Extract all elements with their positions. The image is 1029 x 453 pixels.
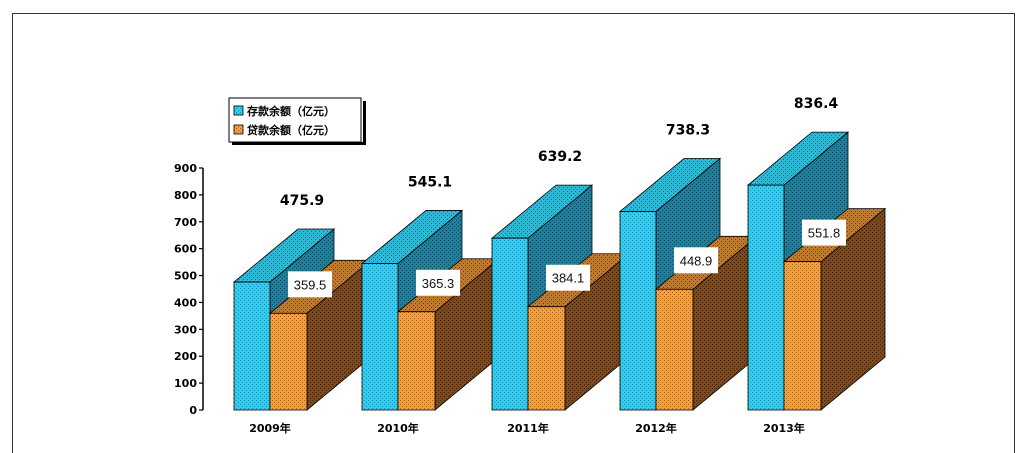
data-label-loan-box	[802, 219, 846, 246]
x-tick-label: 2013年	[763, 421, 805, 435]
data-label-deposit: 475.9	[280, 193, 324, 209]
data-label-loan: 551.8	[808, 226, 841, 241]
bar-loan-2-front	[527, 306, 566, 411]
data-label-loan: 448.9	[680, 253, 713, 268]
bar-deposit-1-front	[361, 263, 399, 411]
y-tick-label: 600	[174, 243, 197, 256]
bar-loan-3-front	[655, 288, 694, 411]
data-label-deposit: 545.1	[408, 174, 452, 190]
data-label-loan: 365.3	[422, 276, 455, 291]
data-label-loan-box	[546, 264, 590, 291]
bar-deposit-3-front	[619, 211, 657, 411]
legend-label-loan: 贷款余额（亿元）	[247, 123, 335, 137]
data-label-loan: 359.5	[294, 277, 327, 292]
y-tick-label: 0	[189, 404, 197, 417]
legend: 存款余额（亿元） 贷款余额（亿元）	[228, 97, 366, 145]
x-tick-label: 2009年	[249, 421, 291, 435]
legend-label-deposit: 存款余额（亿元）	[247, 104, 335, 118]
y-tick-label: 500	[174, 270, 197, 283]
y-tick-label: 700	[174, 216, 197, 229]
data-label-loan-box	[288, 271, 332, 298]
bars	[232, 131, 887, 411]
x-tick-label: 2011年	[507, 421, 549, 435]
data-label-loan: 384.1	[552, 271, 585, 286]
legend-swatch-deposit	[233, 105, 244, 116]
y-tick-label: 900	[174, 162, 197, 175]
y-tick-label: 100	[174, 377, 197, 390]
bar-deposit-0-front	[233, 281, 271, 411]
legend-swatch-loan	[233, 124, 244, 135]
x-tick-label: 2010年	[377, 421, 419, 435]
bar-loan-4-front	[783, 261, 822, 411]
bar-deposit-4-front	[747, 184, 785, 411]
y-tick-label: 800	[174, 189, 197, 202]
y-tick-label: 200	[174, 350, 197, 363]
bar-loan-1-front	[397, 311, 436, 411]
x-tick-label: 2012年	[635, 421, 677, 435]
data-labels: 2009年 475.9 359.5 2010年 545.1 365.3 2011年 639.2…	[249, 96, 846, 435]
y-tick-label: 400	[174, 296, 197, 309]
y-axis: 0 100 200 300 400 500 600 700 800 900	[174, 162, 204, 417]
chart-frame	[12, 13, 1015, 453]
data-label-deposit: 836.4	[794, 96, 839, 112]
bar-loan-0-front	[269, 312, 308, 411]
data-label-deposit: 738.3	[666, 122, 710, 138]
data-label-loan-box	[674, 247, 718, 274]
y-tick-label: 300	[174, 323, 197, 336]
bar-deposit-2-front	[491, 237, 529, 411]
data-label-deposit: 639.2	[538, 149, 582, 165]
chart-area: 0 100 200 300 400 500 600 700 800 900 2009年 475.9 3…	[174, 96, 887, 435]
data-label-loan-box	[416, 269, 460, 296]
